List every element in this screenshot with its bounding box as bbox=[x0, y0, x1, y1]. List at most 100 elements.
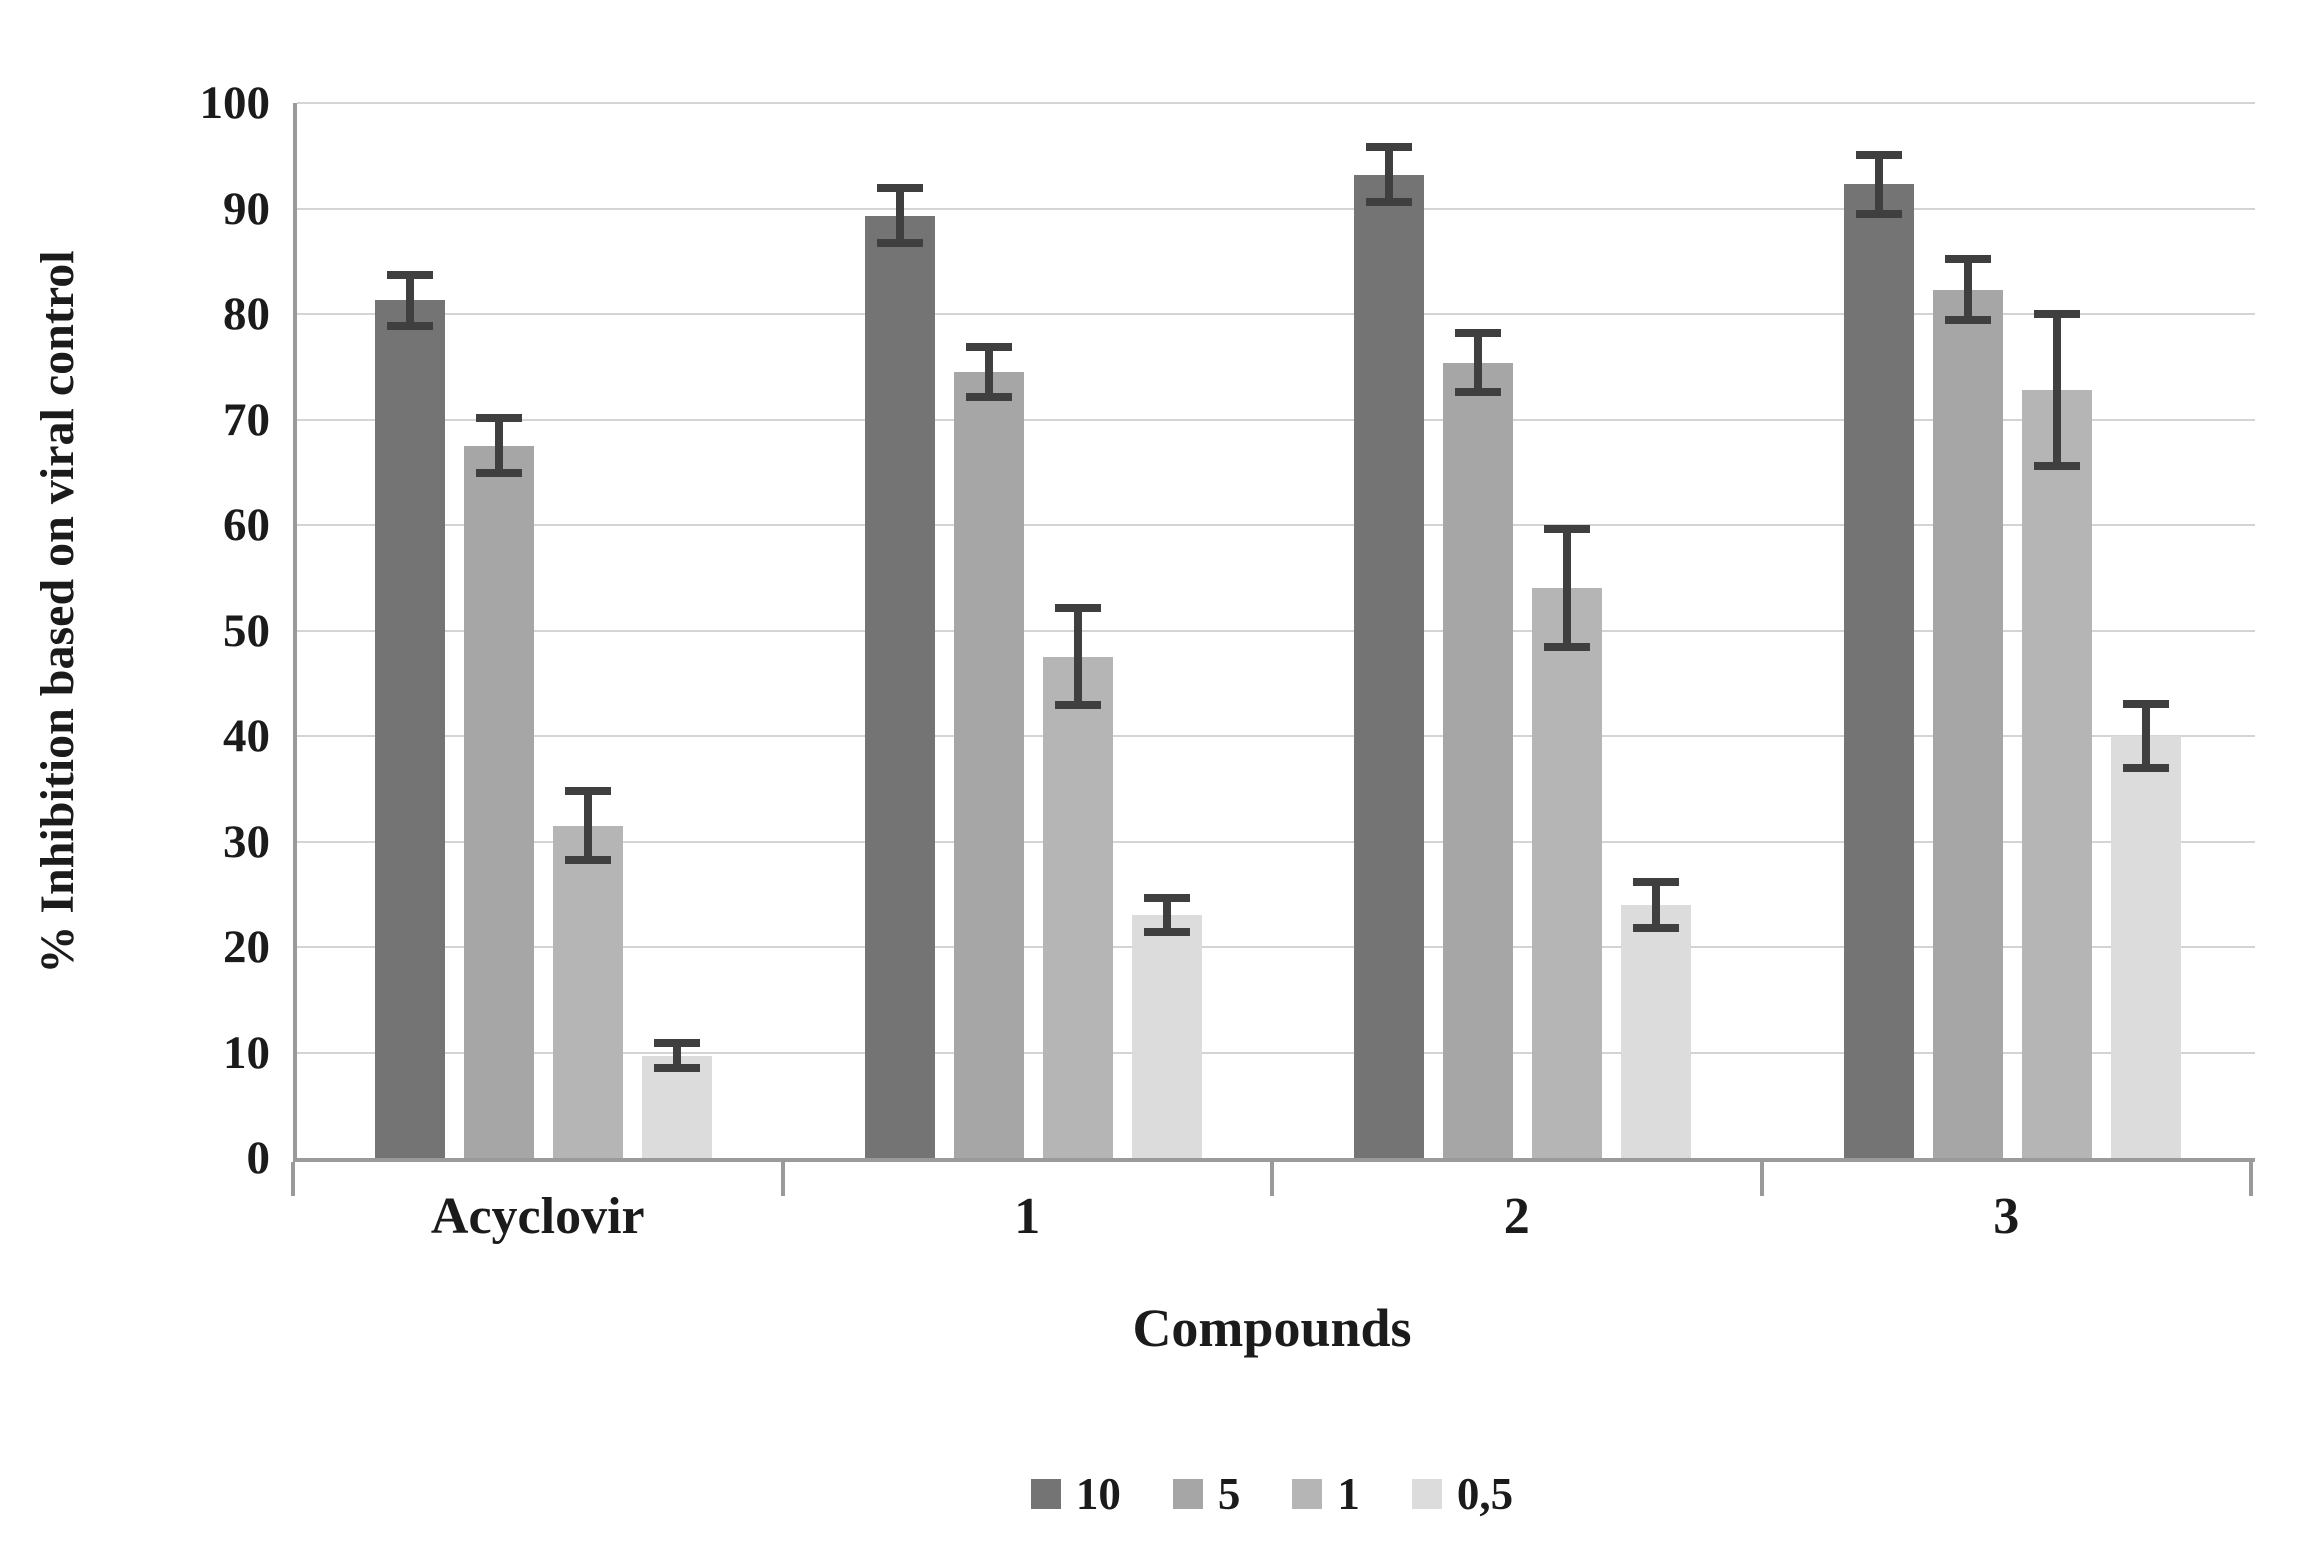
error-cap-top-1-10 bbox=[876, 184, 923, 193]
bar-3-1 bbox=[2021, 389, 2092, 1158]
error-cap-top-2-10 bbox=[1366, 143, 1412, 152]
error-cap-bottom-3-10 bbox=[1855, 209, 1902, 218]
y-tick-label-40: 40 bbox=[223, 710, 270, 762]
error-bar-Acyclovir-5 bbox=[495, 418, 503, 474]
bar-3-0,5 bbox=[2110, 736, 2181, 1158]
error-cap-bottom-Acyclovir-10 bbox=[387, 321, 433, 330]
y-tick-label-0: 0 bbox=[246, 1132, 271, 1184]
bar-1-1 bbox=[1042, 656, 1113, 1158]
error-cap-top-2-0,5 bbox=[1633, 877, 1679, 886]
x-axis-tick-3 bbox=[1759, 1162, 1764, 1196]
error-cap-top-1-1 bbox=[1054, 604, 1101, 613]
legend-swatch-1 bbox=[1292, 1479, 1323, 1509]
error-cap-bottom-1-5 bbox=[965, 393, 1012, 402]
x-axis-tick-2 bbox=[1270, 1162, 1274, 1196]
x-category-label-Acyclovir: Acyclovir bbox=[430, 1188, 645, 1245]
legend-label-0,5: 0,5 bbox=[1456, 1469, 1514, 1519]
error-cap-top-Acyclovir-5 bbox=[476, 414, 522, 423]
error-cap-top-1-5 bbox=[965, 342, 1012, 351]
error-cap-top-1-0,5 bbox=[1143, 894, 1190, 903]
bar-2-0,5 bbox=[1621, 904, 1691, 1158]
error-cap-bottom-3-5 bbox=[1944, 316, 1991, 325]
y-tick-label-30: 30 bbox=[223, 815, 270, 868]
legend-swatch-0,5 bbox=[1411, 1479, 1442, 1509]
y-tick-label-60: 60 bbox=[223, 499, 270, 551]
error-bar-Acyclovir-1 bbox=[584, 790, 592, 861]
error-cap-bottom-2-0,5 bbox=[1633, 924, 1679, 932]
x-axis-tick-1 bbox=[780, 1162, 785, 1196]
x-category-label-2: 2 bbox=[1503, 1188, 1530, 1245]
bar-2-10 bbox=[1354, 174, 1424, 1158]
gridline-50 bbox=[297, 629, 2255, 632]
error-bar-Acyclovir-0,5 bbox=[673, 1043, 681, 1069]
x-category-label-1: 1 bbox=[1014, 1188, 1041, 1245]
y-tick-label-20: 20 bbox=[223, 921, 270, 973]
error-cap-top-2-5 bbox=[1455, 328, 1501, 337]
y-tick-label-90: 90 bbox=[223, 182, 270, 235]
gridline-90 bbox=[297, 207, 2255, 210]
error-bar-2-10 bbox=[1385, 147, 1393, 203]
gridline-10 bbox=[297, 1051, 2255, 1054]
y-tick-label-70: 70 bbox=[223, 393, 270, 446]
legend-item-5: 5 bbox=[1172, 1462, 1241, 1526]
error-cap-top-3-5 bbox=[1944, 255, 1991, 264]
bar-1-0,5 bbox=[1131, 915, 1202, 1158]
bar-Acyclovir-1 bbox=[553, 825, 623, 1158]
error-bar-1-10 bbox=[895, 188, 904, 244]
error-bar-3-0,5 bbox=[2141, 704, 2150, 768]
legend-label-5: 5 bbox=[1217, 1469, 1241, 1519]
error-cap-bottom-Acyclovir-1 bbox=[565, 856, 611, 865]
error-cap-bottom-Acyclovir-5 bbox=[476, 469, 522, 478]
y-tick-label-50: 50 bbox=[223, 604, 270, 657]
legend-label-1: 1 bbox=[1337, 1469, 1360, 1519]
error-bar-3-10 bbox=[1874, 154, 1883, 214]
error-cap-bottom-2-10 bbox=[1366, 198, 1412, 207]
bar-Acyclovir-0,5 bbox=[642, 1055, 712, 1158]
error-cap-bottom-1-10 bbox=[876, 239, 923, 248]
x-axis-title: Compounds bbox=[1132, 1298, 1412, 1358]
bar-Acyclovir-5 bbox=[464, 445, 534, 1158]
error-bar-3-5 bbox=[1963, 259, 1972, 321]
error-cap-top-Acyclovir-0,5 bbox=[654, 1039, 700, 1047]
error-bar-2-1 bbox=[1563, 529, 1571, 648]
bar-3-10 bbox=[1843, 184, 1914, 1158]
error-bar-1-5 bbox=[984, 346, 993, 398]
error-cap-bottom-1-1 bbox=[1054, 701, 1101, 710]
legend-item-0,5: 0,5 bbox=[1411, 1462, 1514, 1526]
bar-2-5 bbox=[1443, 362, 1513, 1158]
error-cap-top-3-0,5 bbox=[2122, 700, 2169, 709]
y-tick-label-10: 10 bbox=[223, 1026, 270, 1079]
bar-3-5 bbox=[1932, 289, 2003, 1158]
error-cap-top-Acyclovir-1 bbox=[565, 786, 611, 795]
error-bar-1-0,5 bbox=[1162, 898, 1171, 933]
error-cap-top-3-10 bbox=[1855, 150, 1902, 159]
bar-Acyclovir-10 bbox=[375, 300, 445, 1158]
error-bar-1-1 bbox=[1073, 608, 1082, 706]
legend-label-10: 10 bbox=[1075, 1469, 1121, 1519]
gridline-30 bbox=[297, 840, 2255, 843]
error-cap-top-2-1 bbox=[1544, 525, 1590, 534]
error-cap-bottom-3-0,5 bbox=[2122, 763, 2169, 772]
y-tick-label-80: 80 bbox=[223, 288, 270, 340]
error-cap-bottom-2-5 bbox=[1455, 388, 1501, 397]
legend: 10 5 1 0,5 bbox=[293, 1462, 2251, 1526]
y-axis-title: % Inhibition based on viral control bbox=[31, 250, 84, 974]
gridline-100 bbox=[297, 102, 2255, 104]
legend-item-1: 1 bbox=[1292, 1462, 1360, 1526]
legend-swatch-5 bbox=[1172, 1479, 1203, 1509]
error-cap-bottom-1-0,5 bbox=[1143, 928, 1190, 937]
x-axis-tick-4 bbox=[2249, 1162, 2253, 1196]
bar-2-1 bbox=[1532, 588, 1602, 1158]
plot-area bbox=[293, 102, 2255, 1162]
gridline-80 bbox=[297, 313, 2255, 315]
error-cap-top-3-1 bbox=[2033, 310, 2080, 318]
error-cap-bottom-2-1 bbox=[1544, 643, 1590, 652]
error-cap-top-Acyclovir-10 bbox=[387, 270, 433, 279]
error-bar-3-1 bbox=[2052, 314, 2061, 466]
x-category-label-3: 3 bbox=[1993, 1188, 2020, 1245]
gridline-60 bbox=[297, 524, 2255, 526]
error-bar-2-5 bbox=[1474, 332, 1482, 393]
x-axis-tick-0 bbox=[291, 1162, 295, 1196]
legend-item-10: 10 bbox=[1030, 1462, 1121, 1526]
